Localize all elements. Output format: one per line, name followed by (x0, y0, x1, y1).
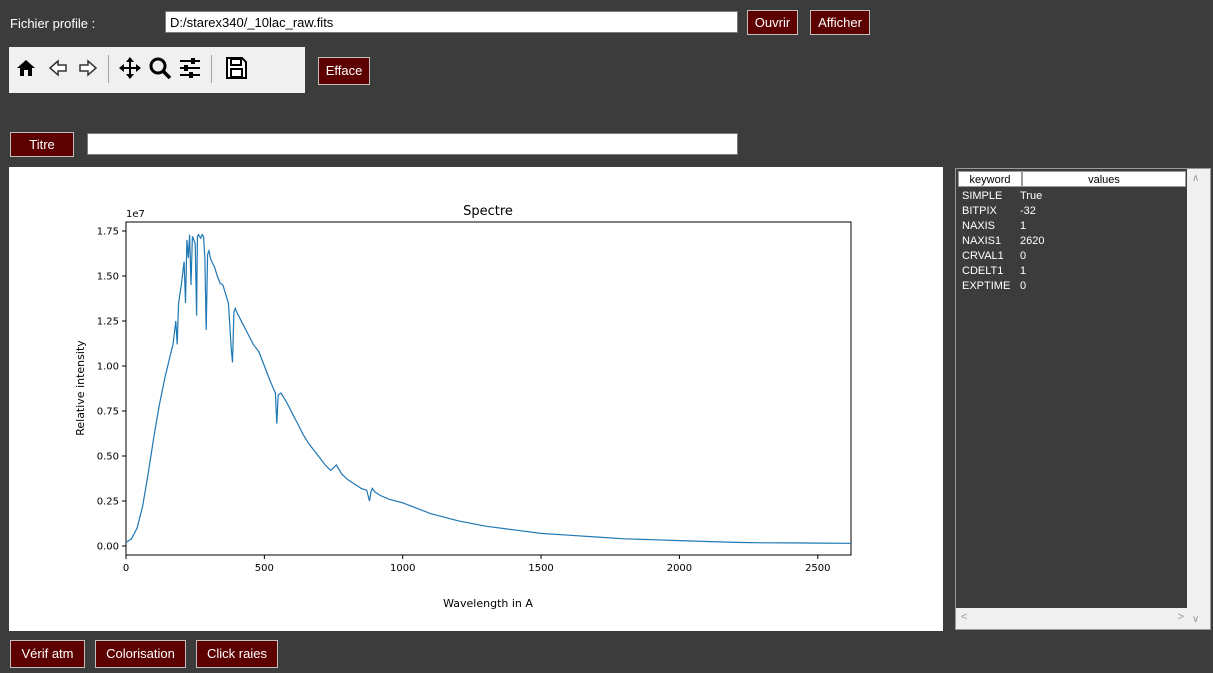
zoom-icon[interactable] (145, 53, 175, 83)
clear-button[interactable]: Efface (318, 57, 370, 85)
fits-value: -32 (1020, 205, 1036, 217)
scroll-left-icon[interactable]: < (961, 611, 968, 623)
horizontal-scrollbar[interactable]: < > (956, 608, 1189, 629)
x-tick-label: 0 (123, 563, 129, 574)
y-tick-label: 0.25 (97, 497, 119, 508)
y-tick-label: 1.00 (97, 362, 119, 373)
fits-keyword: BITPIX (962, 205, 997, 217)
save-icon[interactable] (221, 53, 251, 83)
toolbar-separator (211, 55, 212, 83)
fits-value: 1 (1020, 265, 1027, 277)
x-axis-label: Wavelength in A (443, 597, 533, 610)
plot-axes-frame (125, 221, 852, 556)
fits-keyword: CRVAL1 (962, 250, 1004, 262)
spectrum-series-line (125, 233, 852, 544)
file-path-input[interactable] (165, 11, 738, 33)
show-button[interactable]: Afficher (810, 10, 870, 35)
fits-keyword: NAXIS (962, 220, 996, 232)
fits-header-panel: keyword values SIMPLE True BITPIX -32 NAXIS 1… (955, 168, 1211, 630)
y-offset-label: 1e7 (126, 209, 145, 220)
plot-toolbar (9, 47, 305, 93)
open-button[interactable]: Ouvrir (747, 10, 798, 35)
x-tick-label: 2000 (667, 563, 692, 574)
vertical-scrollbar[interactable]: ∧ ∨ (1187, 169, 1210, 629)
fits-value: True (1020, 190, 1043, 202)
fits-value: 1 (1020, 220, 1027, 232)
x-tick-label: 2500 (805, 563, 830, 574)
x-tick-label: 1500 (528, 563, 553, 574)
fits-header-row[interactable]: SIMPLE True (962, 189, 1042, 203)
fits-keyword: CDELT1 (962, 265, 1004, 277)
click-lines-button[interactable]: Click raies (196, 640, 278, 668)
configure-subplots-icon[interactable] (175, 53, 205, 83)
fits-header-row[interactable]: CRVAL1 0 (962, 249, 1026, 263)
back-arrow-icon[interactable] (43, 53, 73, 83)
fits-keyword: SIMPLE (962, 190, 1003, 202)
fits-header-row[interactable]: NAXIS1 2620 (962, 234, 1044, 248)
plot-canvas: Spectre 1e7 Wavelength in A Relative int… (9, 167, 943, 631)
home-icon[interactable] (11, 53, 41, 83)
spectrum-chart: Spectre 1e7 Wavelength in A Relative int… (74, 204, 852, 610)
y-tick-label: 1.75 (97, 227, 119, 238)
column-header-values[interactable]: values (1022, 171, 1186, 187)
fits-value: 0 (1020, 250, 1027, 262)
y-tick-label: 1.50 (97, 272, 119, 283)
y-tick-label: 0.75 (97, 407, 119, 418)
fits-keyword: NAXIS1 (962, 235, 1002, 247)
fits-header-row[interactable]: EXPTIME 0 (962, 279, 1026, 293)
title-input[interactable] (87, 133, 738, 155)
column-header-keyword[interactable]: keyword (958, 171, 1022, 187)
title-button[interactable]: Titre (10, 132, 74, 157)
y-tick-label: 0.50 (97, 452, 119, 463)
fits-header-row[interactable]: BITPIX -32 (962, 204, 1036, 218)
atm-check-button[interactable]: Vérif atm (10, 640, 85, 668)
fits-header-row[interactable]: CDELT1 1 (962, 264, 1026, 278)
scroll-down-icon[interactable]: ∨ (1192, 614, 1200, 625)
fits-keyword: EXPTIME (962, 280, 1011, 292)
chart-title: Spectre (463, 204, 513, 219)
forward-arrow-icon[interactable] (73, 53, 103, 83)
toolbar-separator (108, 55, 109, 83)
pan-icon[interactable] (115, 53, 145, 83)
scroll-right-icon[interactable]: > (1177, 611, 1184, 623)
y-tick-label: 0.00 (97, 542, 119, 553)
y-tick-label: 1.25 (97, 317, 119, 328)
x-tick-label: 500 (255, 563, 274, 574)
x-tick-label: 1000 (390, 563, 415, 574)
scroll-up-icon[interactable]: ∧ (1192, 173, 1200, 184)
fits-value: 2620 (1020, 235, 1045, 247)
file-profile-label: Fichier profile : (10, 16, 96, 31)
y-axis-label: Relative intensity (74, 340, 87, 436)
colorize-button[interactable]: Colorisation (95, 640, 186, 668)
fits-header-row[interactable]: NAXIS 1 (962, 219, 1026, 233)
fits-value: 0 (1020, 280, 1027, 292)
